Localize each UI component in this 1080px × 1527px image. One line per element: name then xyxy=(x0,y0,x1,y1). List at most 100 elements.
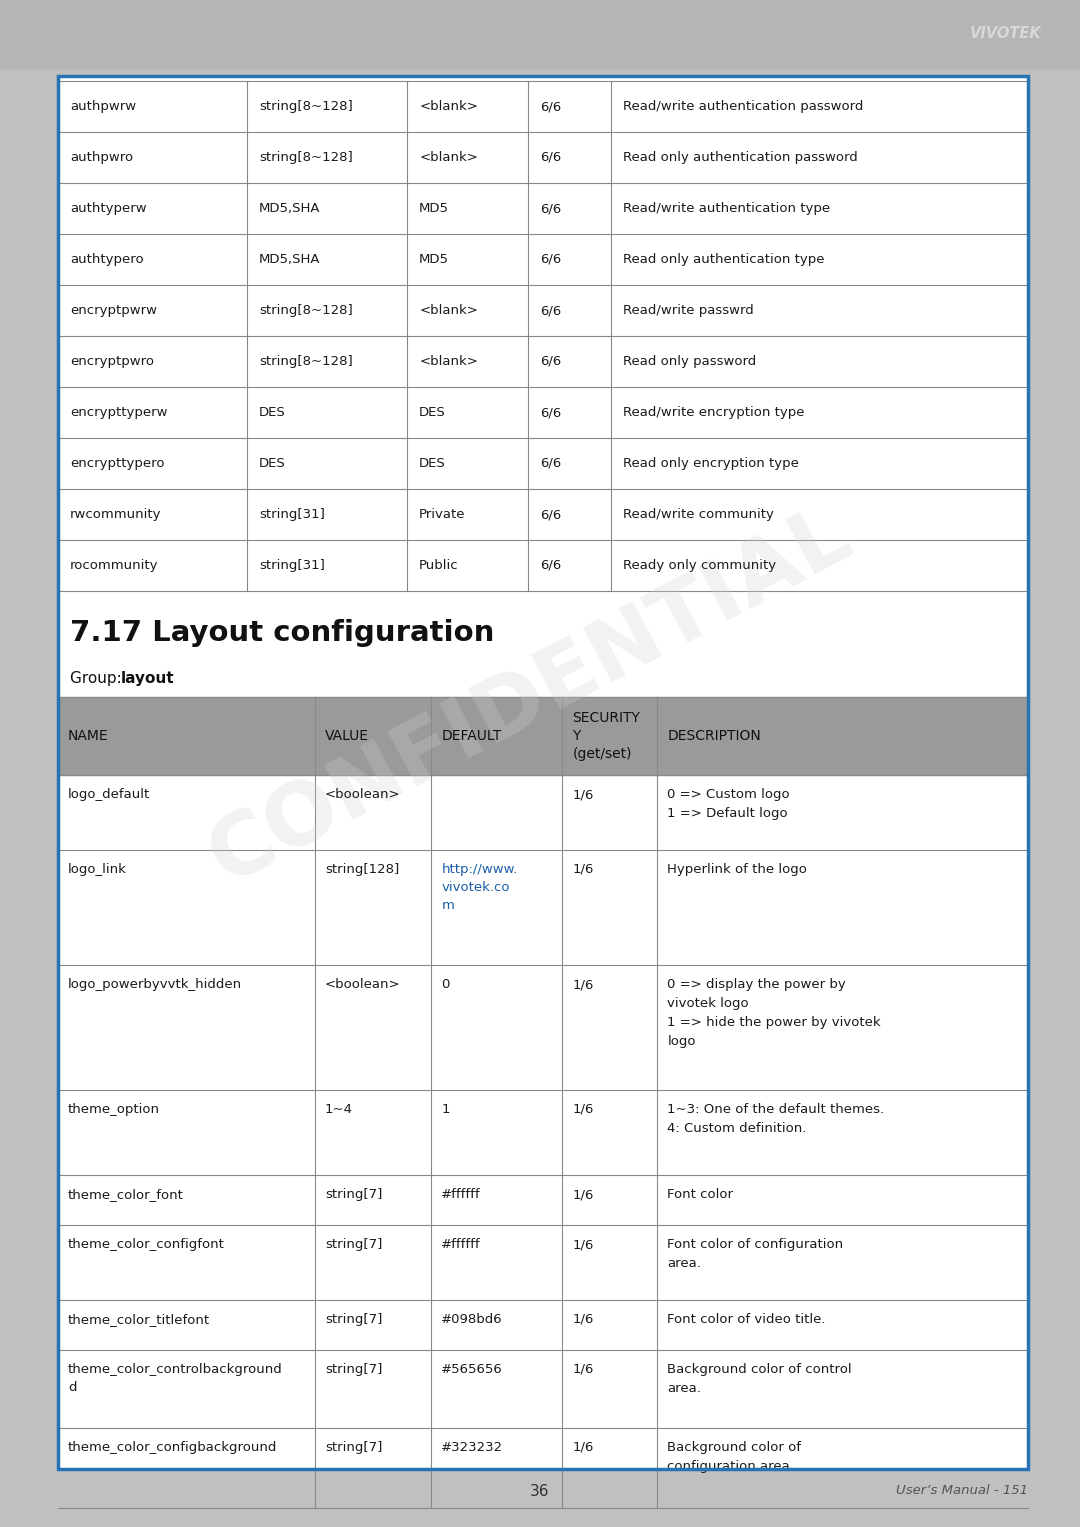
Text: encrypttyperw: encrypttyperw xyxy=(70,406,167,418)
Text: Public: Public xyxy=(419,559,459,573)
Text: 0 => Custom logo
1 => Default logo: 0 => Custom logo 1 => Default logo xyxy=(667,788,791,820)
Bar xyxy=(58,696,1028,776)
Text: 6/6: 6/6 xyxy=(540,253,562,266)
Text: VIVOTEK: VIVOTEK xyxy=(970,26,1042,41)
Text: 1/6: 1/6 xyxy=(572,863,594,876)
Text: rwcommunity: rwcommunity xyxy=(70,508,162,521)
Text: MD5: MD5 xyxy=(419,253,449,266)
Text: authtypero: authtypero xyxy=(70,253,144,266)
Text: string[7]: string[7] xyxy=(325,1238,382,1251)
Text: theme_color_font: theme_color_font xyxy=(68,1188,184,1202)
Text: Read/write community: Read/write community xyxy=(623,508,773,521)
Text: string[31]: string[31] xyxy=(259,559,325,573)
Text: string[31]: string[31] xyxy=(259,508,325,521)
Text: Read only authentication type: Read only authentication type xyxy=(623,253,824,266)
Text: #565656: #565656 xyxy=(442,1364,503,1376)
Text: layout: layout xyxy=(121,672,175,687)
Text: Private: Private xyxy=(419,508,465,521)
Text: string[7]: string[7] xyxy=(325,1441,382,1454)
Text: #ffffff: #ffffff xyxy=(442,1238,481,1251)
Text: authtyperw: authtyperw xyxy=(70,202,147,215)
Text: DES: DES xyxy=(259,457,286,470)
Text: Ready only community: Ready only community xyxy=(623,559,777,573)
Text: rocommunity: rocommunity xyxy=(70,559,159,573)
Text: 6/6: 6/6 xyxy=(540,457,562,470)
Text: Read/write passwrd: Read/write passwrd xyxy=(623,304,754,318)
Text: Background color of
configuration area.: Background color of configuration area. xyxy=(667,1441,801,1474)
Text: logo_link: logo_link xyxy=(68,863,126,876)
Text: theme_color_configfont: theme_color_configfont xyxy=(68,1238,225,1251)
Text: #ffffff: #ffffff xyxy=(442,1188,481,1202)
Text: 1~4: 1~4 xyxy=(325,1102,353,1116)
Text: encryptpwro: encryptpwro xyxy=(70,354,154,368)
Text: string[7]: string[7] xyxy=(325,1313,382,1325)
Text: Hyperlink of the logo: Hyperlink of the logo xyxy=(667,863,808,876)
Text: 1/6: 1/6 xyxy=(572,1313,594,1325)
Text: encrypttypero: encrypttypero xyxy=(70,457,164,470)
Text: Group:: Group: xyxy=(70,672,126,687)
Text: encryptpwrw: encryptpwrw xyxy=(70,304,157,318)
Text: DEFAULT: DEFAULT xyxy=(442,728,502,744)
Text: 6/6: 6/6 xyxy=(540,202,562,215)
Text: Read/write authentication type: Read/write authentication type xyxy=(623,202,831,215)
Text: DES: DES xyxy=(259,406,286,418)
Text: 1/6: 1/6 xyxy=(572,1364,594,1376)
Text: 0: 0 xyxy=(442,977,450,991)
Text: 6/6: 6/6 xyxy=(540,151,562,163)
Text: 1~3: One of the default themes.
4: Custom definition.: 1~3: One of the default themes. 4: Custo… xyxy=(667,1102,885,1135)
Text: string[8~128]: string[8~128] xyxy=(259,151,353,163)
Text: MD5,SHA: MD5,SHA xyxy=(259,202,321,215)
Text: <blank>: <blank> xyxy=(419,304,478,318)
Text: Read only encryption type: Read only encryption type xyxy=(623,457,799,470)
Text: 1/6: 1/6 xyxy=(572,788,594,802)
Text: <blank>: <blank> xyxy=(419,99,478,113)
Text: 0 => display the power by
vivotek logo
1 => hide the power by vivotek
logo: 0 => display the power by vivotek logo 1… xyxy=(667,977,881,1048)
Text: logo_powerbyvvtk_hidden: logo_powerbyvvtk_hidden xyxy=(68,977,242,991)
Text: NAME: NAME xyxy=(68,728,109,744)
Text: 1/6: 1/6 xyxy=(572,1188,594,1202)
Text: theme_option: theme_option xyxy=(68,1102,160,1116)
Text: DES: DES xyxy=(419,406,446,418)
Text: DES: DES xyxy=(419,457,446,470)
Text: logo_default: logo_default xyxy=(68,788,150,802)
Text: 6/6: 6/6 xyxy=(540,508,562,521)
Text: string[7]: string[7] xyxy=(325,1364,382,1376)
Text: 6/6: 6/6 xyxy=(540,559,562,573)
Text: 1/6: 1/6 xyxy=(572,1102,594,1116)
Text: string[128]: string[128] xyxy=(325,863,400,876)
Text: Read/write authentication password: Read/write authentication password xyxy=(623,99,863,113)
Text: 36: 36 xyxy=(530,1484,550,1498)
Text: User’s Manual - 151: User’s Manual - 151 xyxy=(896,1484,1028,1498)
Text: Font color of video title.: Font color of video title. xyxy=(667,1313,826,1325)
Text: 6/6: 6/6 xyxy=(540,406,562,418)
Text: theme_color_configbackground: theme_color_configbackground xyxy=(68,1441,278,1454)
Text: Font color of configuration
area.: Font color of configuration area. xyxy=(667,1238,843,1270)
Text: Read/write encryption type: Read/write encryption type xyxy=(623,406,805,418)
Text: authpwrw: authpwrw xyxy=(70,99,136,113)
Text: MD5,SHA: MD5,SHA xyxy=(259,253,321,266)
Text: theme_color_titlefont: theme_color_titlefont xyxy=(68,1313,211,1325)
Text: Font color: Font color xyxy=(667,1188,733,1202)
Text: 1/6: 1/6 xyxy=(572,1441,594,1454)
Text: DESCRIPTION: DESCRIPTION xyxy=(667,728,761,744)
Text: <boolean>: <boolean> xyxy=(325,788,401,802)
Text: string[7]: string[7] xyxy=(325,1188,382,1202)
Text: <blank>: <blank> xyxy=(419,151,478,163)
Text: 1/6: 1/6 xyxy=(572,977,594,991)
Text: <blank>: <blank> xyxy=(419,354,478,368)
Text: 1/6: 1/6 xyxy=(572,1238,594,1251)
Bar xyxy=(0,0,1080,69)
Text: 6/6: 6/6 xyxy=(540,99,562,113)
Text: authpwro: authpwro xyxy=(70,151,133,163)
Text: VALUE: VALUE xyxy=(325,728,369,744)
Text: 1: 1 xyxy=(442,1102,450,1116)
Text: Background color of control
area.: Background color of control area. xyxy=(667,1364,852,1396)
Text: <boolean>: <boolean> xyxy=(325,977,401,991)
Text: #323232: #323232 xyxy=(442,1441,503,1454)
Text: string[8~128]: string[8~128] xyxy=(259,99,353,113)
Bar xyxy=(58,76,1028,1469)
Bar xyxy=(58,76,1028,1469)
Text: 7.17 Layout configuration: 7.17 Layout configuration xyxy=(70,618,495,647)
Text: CONFIDENTIAL: CONFIDENTIAL xyxy=(195,493,865,901)
Text: string[8~128]: string[8~128] xyxy=(259,354,353,368)
